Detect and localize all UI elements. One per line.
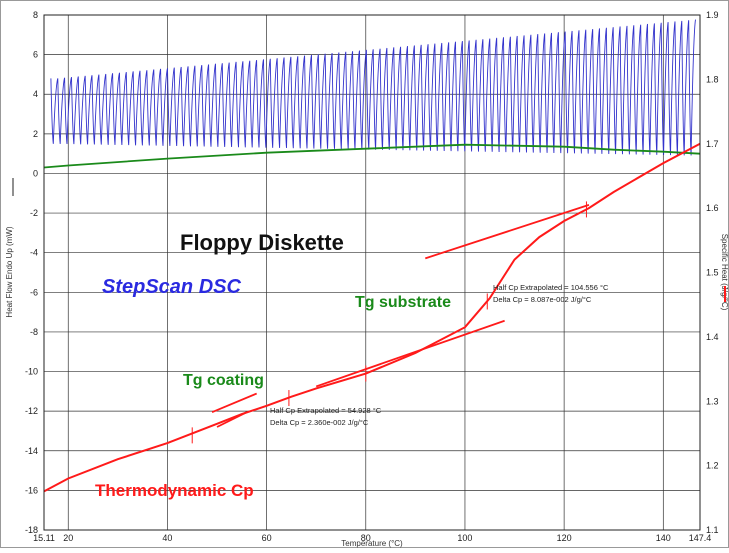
- tg-substrate-label: Tg substrate: [355, 294, 451, 311]
- y-left-tick-label: 6: [33, 50, 38, 60]
- annotation-substrate-half-cp: Half Cp Extrapolated = 104.556 °C: [493, 283, 609, 292]
- x-tick-label: 15.11: [33, 533, 55, 543]
- average-heat-flow-line: [43, 143, 701, 169]
- grid: [44, 15, 700, 530]
- x-tick-label: 100: [457, 533, 472, 543]
- y-right-tick-label: 1.7: [706, 139, 719, 149]
- y-right-tick-label: 1.2: [706, 461, 719, 471]
- tangent-line: [211, 392, 258, 414]
- chart-title: Floppy Diskette: [180, 230, 344, 255]
- y-left-tick-labels: 8 6 4 2 0 -2 -4 -6 -8 -10 -12 -14 -16 -18: [25, 10, 38, 535]
- annotation-substrate-delta-cp: Delta Cp = 8.087e-002 J/g/°C: [493, 295, 592, 304]
- marks-layer: [191, 201, 587, 444]
- tangent-line: [216, 411, 248, 428]
- tg-coating-label: Tg coating: [183, 372, 264, 389]
- x-tick-labels: 15.11 20 40 60 80 100 120 140 147.4: [33, 533, 711, 543]
- y-right-tick-label: 1.4: [706, 332, 719, 342]
- y-left-tick-label: 0: [33, 168, 38, 178]
- x-tick-label: 140: [656, 533, 671, 543]
- y-right-tick-label: 1.5: [706, 268, 719, 278]
- tangent-line: [315, 319, 505, 388]
- y-left-tick-label: -18: [25, 525, 38, 535]
- y-left-tick-label: -8: [30, 327, 38, 337]
- y-left-tick-label: -12: [25, 406, 38, 416]
- x-tick-label: 20: [63, 533, 73, 543]
- y-left-axis-label: Heat Flow Endo Up (mW): [5, 226, 14, 317]
- y-left-tick-label: -2: [30, 208, 38, 218]
- y-right-tick-label: 1.1: [706, 525, 719, 535]
- y-left-tick-label: 8: [33, 10, 38, 20]
- y-left-tick-label: -6: [30, 287, 38, 297]
- tangent-line: [425, 204, 590, 260]
- heat-flow-oscillation: [50, 19, 696, 156]
- y-left-tick-label: 2: [33, 129, 38, 139]
- y-right-tick-label: 1.9: [706, 10, 719, 20]
- chart-subtitle: StepScan DSC: [102, 276, 241, 298]
- y-left-tick-label: -16: [25, 485, 38, 495]
- y-left-tick-label: -14: [25, 446, 38, 456]
- x-tick-label: 120: [557, 533, 572, 543]
- y-left-tick-label: -10: [25, 367, 38, 377]
- x-axis-label: Temperature (°C): [341, 539, 403, 548]
- x-tick-label: 40: [162, 533, 172, 543]
- y-right-tick-labels: 1.9 1.8 1.7 1.6 1.5 1.4 1.3 1.2 1.1: [706, 10, 719, 535]
- y-left-tick-label: -4: [30, 248, 38, 258]
- x-tick-label: 80: [361, 533, 371, 543]
- annotation-coating-half-cp: Half Cp Extrapolated = 54.928 °C: [270, 406, 382, 415]
- plot-border: [43, 14, 701, 531]
- cp-series-label: Thermodynamic Cp: [95, 481, 254, 500]
- y-right-tick-label: 1.3: [706, 396, 719, 406]
- y-right-tick-label: 1.8: [706, 74, 719, 84]
- y-left-tick-label: 4: [33, 89, 38, 99]
- x-tick-label: 60: [262, 533, 272, 543]
- x-tick-label: 147.4: [689, 533, 712, 543]
- annotation-coating-delta-cp: Delta Cp = 2.360e-002 J/g/°C: [270, 418, 369, 427]
- y-right-tick-label: 1.6: [706, 203, 719, 213]
- y-right-axis-label: Specific Heat (J/g/°C): [720, 234, 729, 311]
